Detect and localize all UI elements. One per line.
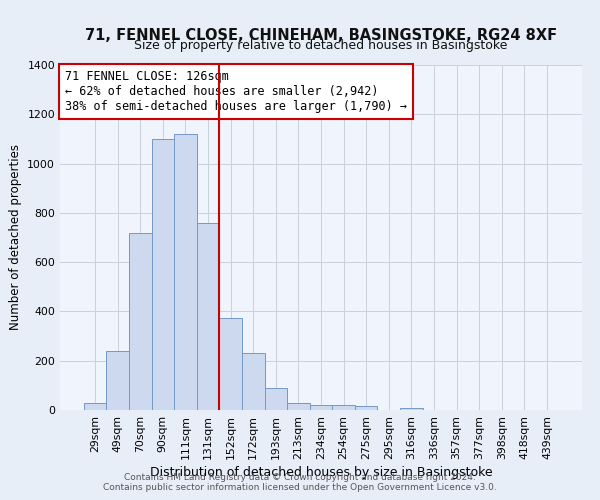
Bar [129,232,152,410]
Bar [106,351,129,410]
Bar [332,405,355,410]
X-axis label: Distribution of detached houses by size in Basingstoke: Distribution of detached houses by size … [149,466,493,478]
Bar [174,134,197,410]
Text: 71 FENNEL CLOSE: 126sqm
← 62% of detached houses are smaller (2,942)
38% of semi: 71 FENNEL CLOSE: 126sqm ← 62% of detache… [65,70,407,113]
Text: Size of property relative to detached houses in Basingstoke: Size of property relative to detached ho… [134,40,508,52]
Bar [197,222,220,410]
Y-axis label: Number of detached properties: Number of detached properties [9,144,22,330]
Bar [220,318,242,410]
Text: Contains public sector information licensed under the Open Government Licence v3: Contains public sector information licen… [103,484,497,492]
Bar [355,406,377,410]
Bar [152,139,174,410]
Title: 71, FENNEL CLOSE, CHINEHAM, BASINGSTOKE, RG24 8XF: 71, FENNEL CLOSE, CHINEHAM, BASINGSTOKE,… [85,28,557,43]
Bar [242,354,265,410]
Bar [310,405,332,410]
Bar [287,402,310,410]
Bar [400,408,422,410]
Bar [84,402,106,410]
Text: Contains HM Land Registry data © Crown copyright and database right 2024.: Contains HM Land Registry data © Crown c… [124,474,476,482]
Bar [265,388,287,410]
